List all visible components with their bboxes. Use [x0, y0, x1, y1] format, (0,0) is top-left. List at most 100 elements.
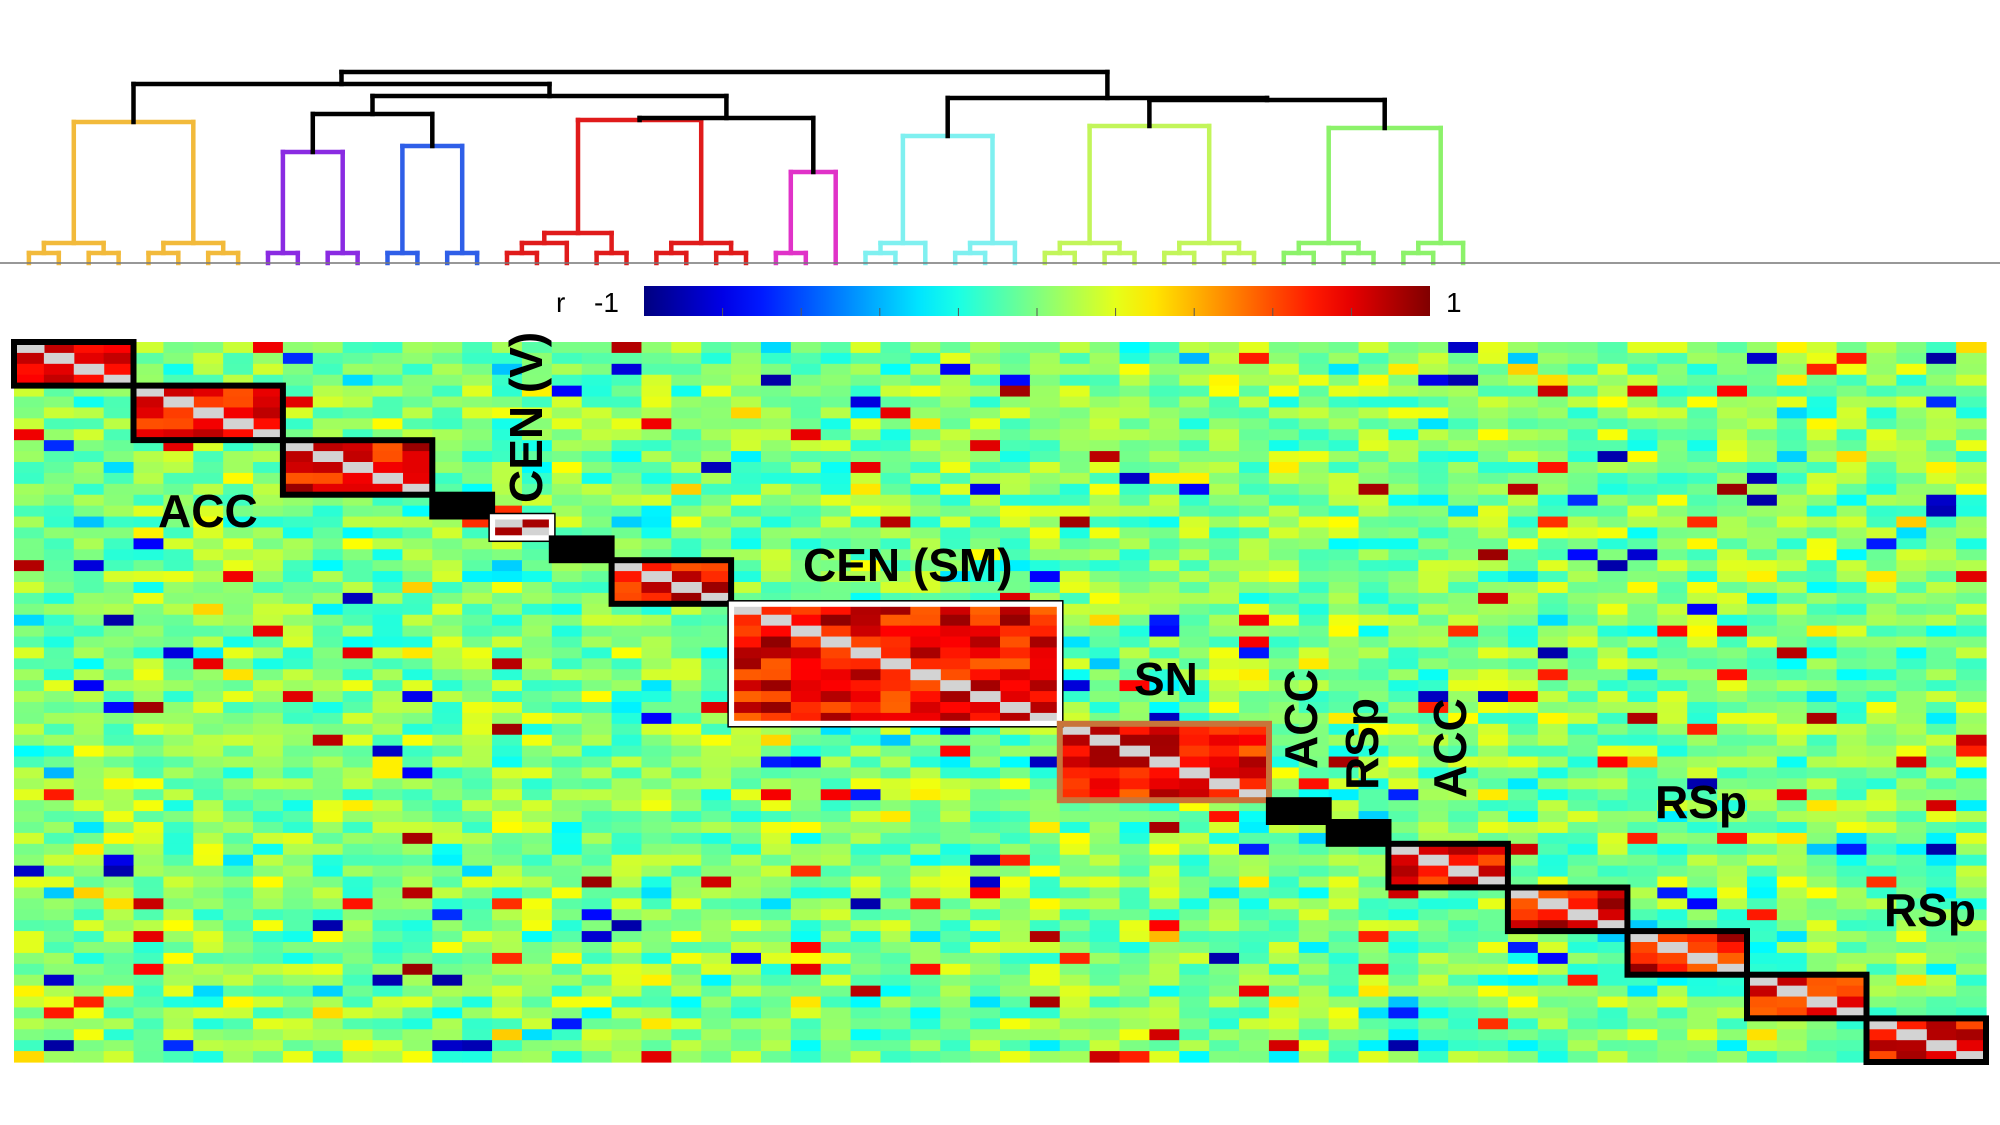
heatmap-diagonal-cell [1926, 1040, 1957, 1052]
heatmap-cell [940, 985, 971, 998]
heatmap-cell [1866, 407, 1897, 419]
heatmap-cell [1507, 363, 1539, 376]
heatmap-cell [1836, 745, 1868, 758]
heatmap-cell [940, 909, 971, 921]
heatmap-cell [1029, 614, 1061, 627]
heatmap-cell [611, 385, 643, 398]
heatmap-cell [1956, 592, 1987, 605]
heatmap-cell [701, 440, 732, 452]
heatmap-cell [820, 658, 852, 670]
heatmap-cell [1866, 865, 1897, 878]
heatmap-cell [1567, 920, 1599, 932]
heatmap-cell [1627, 472, 1658, 485]
heatmap-cell [1179, 778, 1210, 790]
heatmap-cell [1268, 789, 1300, 801]
heatmap-cell [1717, 483, 1748, 496]
heatmap-cell [133, 407, 164, 419]
heatmap-cell [1239, 396, 1270, 409]
heatmap-cell [492, 527, 523, 539]
heatmap-cell [641, 712, 672, 725]
heatmap-cell [253, 407, 284, 419]
heatmap-cell [1358, 407, 1390, 419]
heatmap-cell [1746, 811, 1778, 823]
heatmap-cell [402, 658, 433, 670]
heatmap-cell [551, 898, 583, 910]
heatmap-cell [1657, 571, 1688, 583]
heatmap-cell [1239, 516, 1270, 529]
heatmap-cell [850, 800, 882, 812]
heatmap-cell [1597, 931, 1629, 943]
heatmap-cell [1388, 1051, 1419, 1063]
heatmap-cell [1179, 963, 1210, 976]
heatmap-cell [1806, 472, 1838, 485]
heatmap-cell [1926, 418, 1957, 430]
heatmap-cell [731, 811, 762, 823]
heatmap-cell [372, 363, 404, 376]
heatmap-cell [731, 483, 762, 496]
heatmap-cell [1746, 352, 1778, 365]
heatmap-cell [940, 352, 971, 365]
heatmap-cell [1537, 560, 1569, 572]
heatmap-cell [551, 625, 583, 638]
heatmap-cell [1687, 712, 1718, 725]
heatmap-cell [581, 636, 613, 649]
heatmap-cell [611, 669, 643, 681]
heatmap-diagonal-cell [970, 691, 1001, 703]
heatmap-cell [910, 636, 941, 649]
heatmap-cell [1836, 560, 1868, 572]
heatmap-cell [342, 1040, 374, 1052]
heatmap-cell [581, 712, 613, 725]
heatmap-cell [1836, 352, 1868, 365]
heatmap-cell [1089, 832, 1121, 845]
heatmap-cell [1806, 702, 1838, 714]
heatmap-cell [1089, 385, 1121, 398]
heatmap-cell [611, 1018, 643, 1030]
heatmap-cell [1358, 996, 1390, 1009]
heatmap-cell [1358, 1040, 1390, 1052]
heatmap-cell [1806, 952, 1838, 965]
heatmap-cell [701, 342, 732, 354]
heatmap-cell [342, 680, 374, 692]
heatmap-cell [671, 658, 702, 670]
heatmap-cell [1029, 723, 1061, 736]
heatmap-cell [1597, 854, 1629, 867]
heatmap-cell [820, 832, 852, 845]
heatmap-cell [1239, 352, 1270, 365]
heatmap-cell [1298, 789, 1330, 801]
heatmap-cell [1956, 527, 1987, 539]
heatmap-cell [1597, 429, 1629, 441]
heatmap-cell [1029, 931, 1061, 943]
heatmap-cell [1328, 702, 1360, 714]
heatmap-cell [1507, 658, 1539, 670]
heatmap-cell [1478, 789, 1509, 801]
heatmap-cell [1926, 822, 1957, 834]
heatmap-cell [432, 462, 463, 474]
heatmap-cell [312, 429, 344, 441]
heatmap-cell [163, 734, 194, 747]
heatmap-cell [342, 974, 374, 987]
heatmap-cell [193, 1051, 224, 1063]
heatmap-cell [1478, 1051, 1509, 1063]
heatmap-cell [1926, 691, 1957, 703]
heatmap-cell [1746, 669, 1778, 681]
heatmap-cell [43, 854, 75, 867]
heatmap-cell [1687, 625, 1718, 638]
heatmap-cell [223, 887, 254, 899]
heatmap-cell [1507, 538, 1539, 550]
heatmap-cell [521, 549, 553, 561]
heatmap-cell [432, 756, 463, 769]
heatmap-cell [1179, 516, 1210, 529]
heatmap-cell [1507, 756, 1539, 769]
heatmap-cell [1717, 854, 1748, 867]
heatmap-cell [521, 745, 553, 758]
heatmap-cell [14, 571, 45, 583]
heatmap-cell [940, 865, 971, 878]
heatmap-cell [1717, 571, 1748, 583]
heatmap-cell [551, 505, 583, 518]
heatmap-cell [1089, 822, 1121, 834]
heatmap-cell [1209, 505, 1240, 518]
heatmap-cell [133, 822, 164, 834]
heatmap-cell [193, 549, 224, 561]
heatmap-cell [1478, 440, 1509, 452]
heatmap-cell [970, 1040, 1001, 1052]
